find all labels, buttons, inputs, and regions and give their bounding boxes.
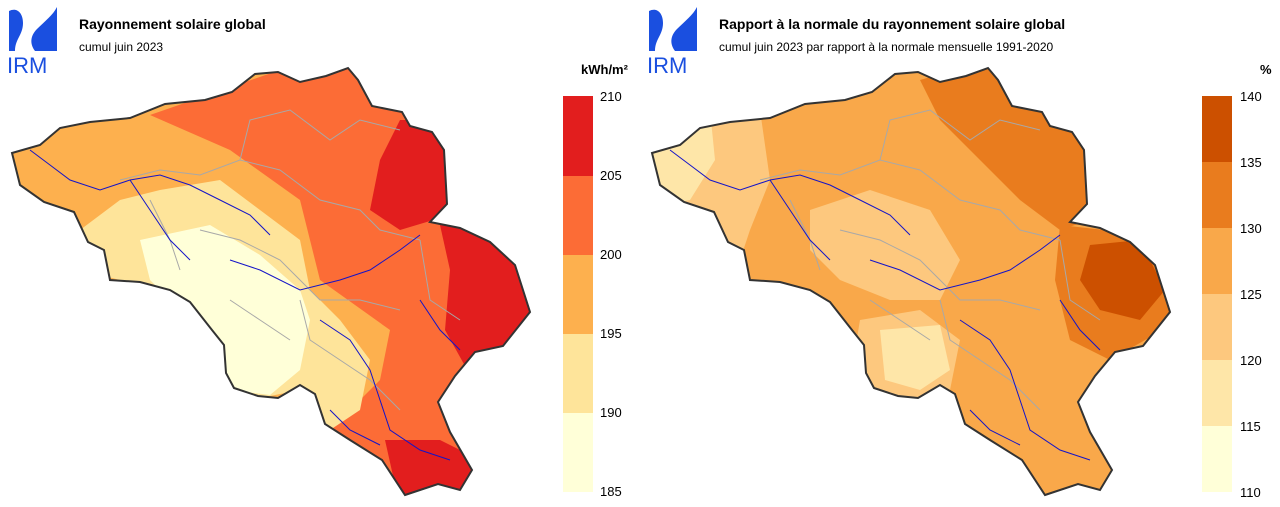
legend-absolute: 210 205 200 195 190 185 xyxy=(563,89,622,499)
map-subtitle: cumul juin 2023 par rapport à la normale… xyxy=(719,40,1054,54)
map-subtitle: cumul juin 2023 xyxy=(79,40,164,54)
legend-bin-190-195 xyxy=(563,334,593,413)
legend-bin-125-130 xyxy=(1202,228,1232,294)
legend-tick: 205 xyxy=(600,168,622,183)
irm-logo: IRM xyxy=(647,7,697,75)
legend-tick: 110 xyxy=(1240,485,1261,500)
legend-tick: 130 xyxy=(1240,221,1262,236)
legend-tick: 125 xyxy=(1240,287,1262,302)
legend-bin-200-205 xyxy=(563,176,593,255)
legend-bin-205-210 xyxy=(563,96,593,176)
legend-bin-135-140 xyxy=(1202,96,1232,162)
svg-text:IRM: IRM xyxy=(7,53,47,75)
legend-tick: 210 xyxy=(600,89,622,104)
map-title: Rayonnement solaire global xyxy=(79,16,266,32)
belgium-map xyxy=(10,66,532,497)
legend-relative: 140 135 130 125 120 115 110 xyxy=(1202,89,1262,500)
irm-logo: IRM xyxy=(7,7,57,75)
legend-bin-130-135 xyxy=(1202,162,1232,228)
legend-bin-115-120 xyxy=(1202,360,1232,426)
legend-tick: 190 xyxy=(600,405,622,420)
legend-bin-195-200 xyxy=(563,255,593,334)
legend-bin-120-125 xyxy=(1202,294,1232,360)
legend-tick: 200 xyxy=(600,247,622,262)
panel-absolute: IRM Rayonnement solaire global cumul jui… xyxy=(7,7,628,499)
legend-tick: 185 xyxy=(600,484,622,499)
belgium-map xyxy=(650,66,1172,497)
legend-tick: 195 xyxy=(600,326,622,341)
legend-tick: 115 xyxy=(1240,419,1261,434)
legend-unit: % xyxy=(1260,62,1272,77)
legend-bin-110-115 xyxy=(1202,426,1232,492)
legend-tick: 120 xyxy=(1240,353,1262,368)
legend-tick: 135 xyxy=(1240,155,1262,170)
map-title: Rapport à la normale du rayonnement sola… xyxy=(719,16,1066,32)
legend-unit: kWh/m² xyxy=(581,62,628,77)
panel-relative: IRM Rapport à la normale du rayonnement … xyxy=(640,0,1280,507)
legend-bin-185-190 xyxy=(563,413,593,492)
legend-tick: 140 xyxy=(1240,89,1262,104)
svg-text:IRM: IRM xyxy=(647,53,687,75)
